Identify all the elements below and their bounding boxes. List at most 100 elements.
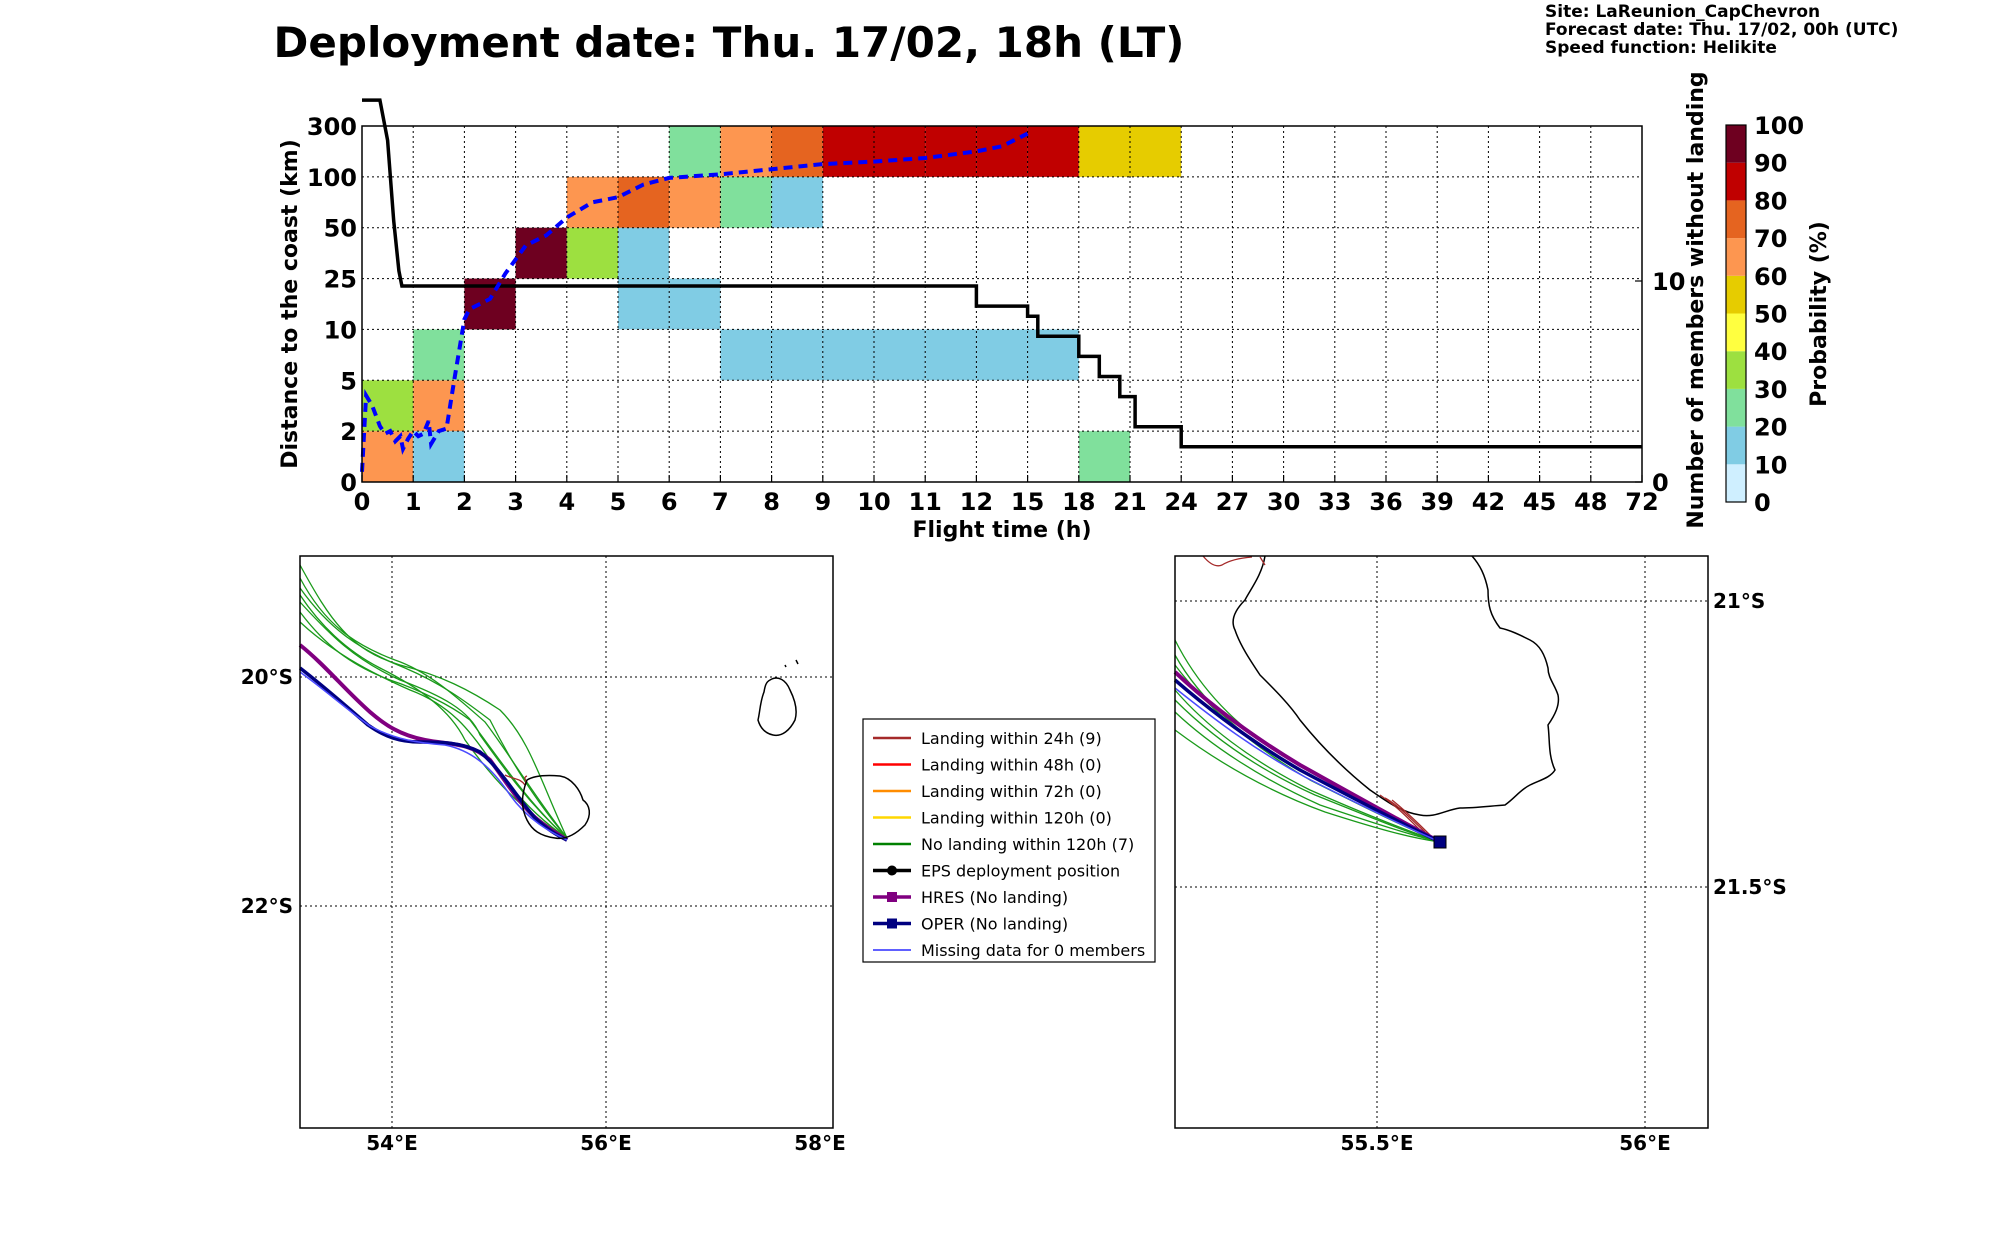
- heatmap-cell-32: [1078, 126, 1130, 177]
- y-axis-label: Distance to the coast (km): [278, 139, 303, 469]
- heatmap-cell-7: [566, 227, 618, 279]
- legend-label-7: OPER (No landing): [921, 915, 1068, 934]
- mauritius-island-outline: [757, 677, 797, 737]
- x-tick-9: 9: [814, 488, 831, 516]
- x-tick-12: 12: [960, 488, 993, 516]
- colorbar-segment-4: [1726, 313, 1746, 352]
- x-axis-label: Flight time (h): [912, 518, 1091, 543]
- y2-tick-0: 0: [1652, 469, 1669, 497]
- right-map-ytick-21.5S: 21.5°S: [1713, 875, 1787, 899]
- colorbar-tick-7: 70: [1754, 225, 1787, 253]
- legend-label-6: HRES (No landing): [921, 888, 1068, 907]
- heatmap-cell-2: [413, 431, 465, 482]
- heatmap-cell-33: [1130, 126, 1182, 177]
- colorbar-tick-1: 10: [1754, 451, 1787, 479]
- heatmap-cell-6: [515, 227, 567, 279]
- x-tick-10: 10: [857, 488, 890, 516]
- legend-label-0: Landing within 24h (9): [921, 729, 1102, 748]
- colorbar-segment-5: [1726, 275, 1746, 314]
- heatmap-cell-27: [976, 329, 1028, 381]
- y-tick-4: 25: [324, 266, 357, 294]
- ensemble-trajectory-zoom: [1174, 687, 1441, 843]
- colorbar-tick-6: 60: [1754, 263, 1787, 291]
- x-tick-1: 1: [405, 488, 422, 516]
- distance-median-line: [360, 131, 1029, 472]
- heatmap-cell-8: [566, 176, 618, 228]
- heatmap-cell-20: [771, 126, 823, 177]
- colorbar-tick-0: 0: [1754, 489, 1771, 517]
- legend-item-3: Landing within 120h (0): [873, 809, 1112, 828]
- legend-box: [862, 718, 1156, 963]
- x-tick-2: 2: [456, 488, 473, 516]
- probability-colorbar: 0 10 20 30 40 50 60 70 80 90 100 Probability (%): [1725, 112, 1832, 517]
- heatmap-cells: [362, 126, 1182, 482]
- y-tick-1: 2: [340, 418, 357, 446]
- x-tick-7: 7: [712, 488, 729, 516]
- heatmap-cell-10: [618, 227, 670, 279]
- heatmap-cell-0: [362, 431, 414, 482]
- reunion-island-outline: [521, 774, 591, 840]
- legend-item-8: Missing data for 0 members: [873, 941, 1145, 960]
- oper-trajectory: [298, 666, 568, 842]
- heatmap-cell-14: [669, 126, 721, 177]
- oper-trajectory-zoom: [1173, 678, 1441, 844]
- legend-item-1: Landing within 48h (0): [873, 756, 1102, 775]
- legend-item-2: Landing within 72h (0): [873, 782, 1102, 801]
- chart-grid: [362, 126, 1642, 482]
- legend-marker-7: [887, 918, 897, 929]
- colorbar-segment-8: [1726, 162, 1746, 201]
- y-tick-6: 100: [307, 164, 357, 192]
- colorbar-segment-7: [1726, 200, 1746, 239]
- x-tick-16: 24: [1164, 488, 1197, 516]
- colorbar-segment-0: [1726, 464, 1746, 502]
- colorbar-tick-10: 100: [1754, 112, 1804, 140]
- heatmap-chart: 0 1 2 3 4 5 6 7 8 9 10 11 12 15 18 21 24 27 30 33 36 39 42 45 48…: [278, 71, 1709, 543]
- heatmap-cell-17: [720, 126, 772, 177]
- colorbar-label: Probability (%): [1807, 221, 1832, 407]
- x-tick-17: 27: [1216, 488, 1249, 516]
- colorbar-segment-6: [1726, 238, 1746, 276]
- colorbar-tick-8: 80: [1754, 187, 1787, 215]
- legend-label-3: Landing within 120h (0): [921, 809, 1112, 828]
- y-tick-0: 0: [340, 469, 357, 497]
- colorbar-tick-2: 20: [1754, 414, 1787, 442]
- x-tick-14: 18: [1062, 488, 1095, 516]
- right-axis-label: Number of members without landing: [1684, 71, 1709, 528]
- legend-item-0: Landing within 24h (9): [873, 729, 1102, 748]
- y2-tick-1: 10: [1652, 268, 1685, 296]
- legend-label-4: No landing within 120h (7): [921, 835, 1134, 854]
- heatmap-cell-19: [771, 176, 823, 228]
- x-tick-13: 15: [1011, 488, 1044, 516]
- right-axis-tick-labels: 0 10: [1635, 268, 1685, 497]
- heatmap-cell-25: [925, 329, 977, 381]
- x-tick-21: 39: [1420, 488, 1453, 516]
- forecast-date-label: Forecast date: Thu. 17/02, 00h (UTC): [1545, 20, 1898, 40]
- legend-item-7: OPER (No landing): [873, 915, 1068, 934]
- chart-frame: [361, 125, 1643, 483]
- reunion-coast-zoom: [1232, 555, 1560, 817]
- heatmap-cell-30: [1027, 126, 1079, 177]
- x-tick-25: 72: [1625, 488, 1658, 516]
- colorbar-tick-4: 40: [1754, 338, 1787, 366]
- no-landing-trajectories: [299, 564, 568, 839]
- colorbar-segment-9: [1726, 125, 1746, 163]
- y-tick-2: 5: [340, 367, 357, 395]
- zoomed-trajectory-map: 55.5°E 56°E 21°S 21.5°S: [1173, 555, 1787, 1155]
- x-tick-3: 3: [507, 488, 524, 516]
- colorbar-tick-9: 90: [1754, 150, 1787, 178]
- regional-trajectory-map: 54°E 56°E 58°E 20°S 22°S: [241, 555, 846, 1155]
- x-tick-19: 33: [1318, 488, 1351, 516]
- legend-label-8: Missing data for 0 members: [921, 941, 1145, 960]
- members-without-landing-line: [362, 98, 1642, 449]
- right-map-frame: [1174, 555, 1709, 1129]
- legend-item-5: EPS deployment position: [873, 862, 1120, 881]
- heatmap-cell-1: [362, 380, 414, 432]
- colorbar-segment-3: [1726, 351, 1746, 389]
- x-tick-11: 11: [908, 488, 941, 516]
- left-map-xtick-58: 58°E: [794, 1131, 846, 1155]
- right-map-xtick-56: 56°E: [1619, 1131, 1671, 1155]
- x-tick-22: 42: [1472, 488, 1505, 516]
- colorbar-tick-5: 50: [1754, 301, 1787, 329]
- legend-item-6: HRES (No landing): [873, 888, 1068, 907]
